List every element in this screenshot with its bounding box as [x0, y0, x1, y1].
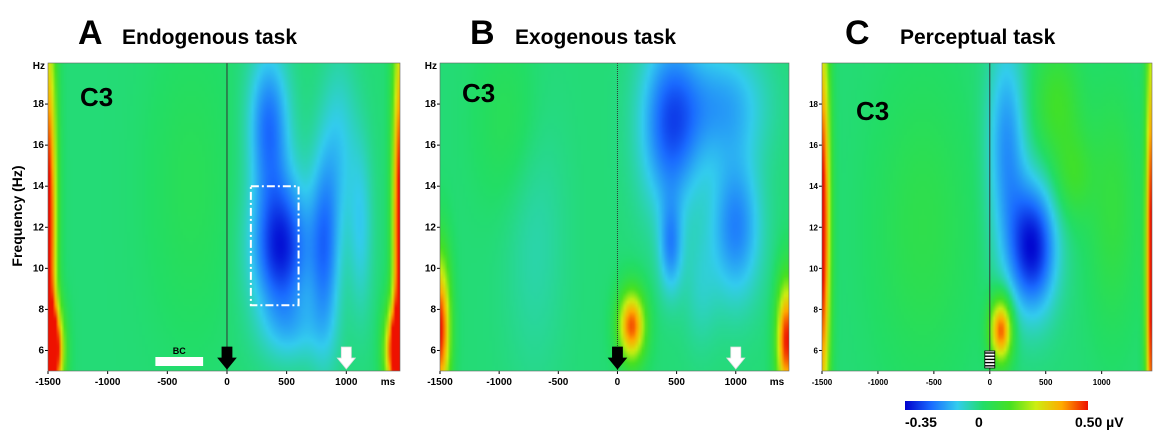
- channel-label-a: C3: [80, 82, 113, 112]
- baseline-bar: [155, 357, 204, 366]
- y-tick-label: 16: [425, 140, 437, 151]
- panel-letter-a: A: [78, 14, 103, 52]
- panel-a: A Endogenous task 6 8 10 12 14 16 18 Hz -1500 -10…: [33, 14, 401, 388]
- y-tick-label: 18: [425, 99, 437, 110]
- x-tick-label: -500: [548, 377, 568, 388]
- x-tick-label: 500: [1039, 378, 1053, 387]
- heatmap-a: 6 8 10 12 14 16 18 Hz -1500 -1000 -500 0 500 1000 ms BC: [33, 61, 401, 388]
- heatmap-image: [440, 63, 789, 371]
- colorbar: -0.35 0 0.50 µV: [905, 401, 1124, 430]
- y-tick-label: 12: [33, 222, 45, 233]
- cue-arrow-icon: [607, 346, 628, 370]
- y-tick-label: 14: [809, 182, 818, 191]
- x-tick-label: -1500: [812, 378, 833, 387]
- x-tick-label: -1000: [868, 378, 889, 387]
- heatmap-image: [48, 63, 400, 371]
- y-tick-label: 6: [430, 345, 436, 356]
- y-tick-label: 14: [425, 181, 437, 192]
- channel-label-b: C3: [462, 78, 495, 108]
- cue-arrow-icon: [217, 346, 237, 370]
- y-tick-label: 18: [33, 99, 45, 110]
- panel-title-b: Exogenous task: [515, 26, 676, 49]
- y-tick-label: 10: [809, 264, 818, 273]
- x-tick-label: 0: [615, 377, 621, 388]
- plot-frame: [439, 62, 790, 372]
- channel-label-c: C3: [856, 96, 889, 126]
- panel-title-c: Perceptual task: [900, 26, 1056, 49]
- stimulus-marker-icon: [984, 350, 996, 369]
- heatmap-b: 6 8 10 12 14 16 18 Hz -1500 -1000 -500 0 500 1000 ms: [425, 61, 790, 388]
- x-tick-label: 500: [668, 377, 685, 388]
- y-tick-label: 8: [38, 304, 44, 315]
- x-unit-label: ms: [381, 377, 396, 388]
- y-tick-label: 6: [814, 346, 819, 355]
- y-tick-label: 8: [814, 305, 819, 314]
- plot-frame: [47, 62, 401, 372]
- heatmap-image: [822, 63, 1152, 371]
- x-tick-label: -1000: [95, 377, 121, 388]
- y-axis-label: Frequency (Hz): [9, 165, 25, 266]
- heatmap-c: 6 8 10 12 14 16 18 -1500 -1000 -500 0 500 1000: [809, 62, 1153, 387]
- x-tick-label: -1000: [486, 377, 512, 388]
- y-tick-label: 16: [809, 141, 818, 150]
- x-tick-label: -1500: [35, 377, 61, 388]
- x-tick-label: 0: [224, 377, 230, 388]
- y-tick-label: 8: [430, 304, 436, 315]
- baseline-label: BC: [173, 346, 186, 356]
- plot-frame: [821, 62, 1153, 372]
- x-unit-label: ms: [770, 377, 785, 388]
- panel-b: B Exogenous task 6 8 10 12 14 16 18 Hz -1500 -100…: [425, 14, 790, 388]
- y-tick-label: 16: [33, 140, 45, 151]
- panel-title-a: Endogenous task: [122, 26, 297, 49]
- colorbar-zero-label: 0: [975, 414, 983, 430]
- panel-letter-c: C: [845, 14, 870, 52]
- x-tick-label: -500: [157, 377, 177, 388]
- y-tick-label: 10: [425, 263, 437, 274]
- x-tick-label: 500: [278, 377, 295, 388]
- x-tick-label: 1000: [725, 377, 748, 388]
- target-arrow-icon: [336, 346, 357, 370]
- colorbar-max-label: 0.50 µV: [1075, 414, 1124, 430]
- y-tick-label: 10: [33, 263, 45, 274]
- x-tick-label: -500: [926, 378, 943, 387]
- target-arrow-icon: [725, 346, 746, 370]
- x-tick-label: 1000: [335, 377, 358, 388]
- x-tick-label: 0: [988, 378, 993, 387]
- y-tick-label: 12: [425, 222, 437, 233]
- x-tick-label: 1000: [1093, 378, 1111, 387]
- panel-c: C Perceptual task 6 8 10 12 14 16 18 -1500 -1000…: [809, 14, 1153, 387]
- y-tick-label: 6: [38, 345, 44, 356]
- y-tick-label: 18: [809, 100, 818, 109]
- x-tick-label: -1500: [427, 377, 453, 388]
- y-tick-label: 12: [809, 223, 818, 232]
- panel-letter-b: B: [470, 14, 495, 52]
- colorbar-gradient: [905, 401, 1088, 410]
- colorbar-min-label: -0.35: [905, 414, 937, 430]
- y-unit-label: Hz: [33, 61, 45, 72]
- y-tick-label: 14: [33, 181, 45, 192]
- y-unit-label: Hz: [425, 61, 437, 72]
- roi-box: [249, 185, 300, 307]
